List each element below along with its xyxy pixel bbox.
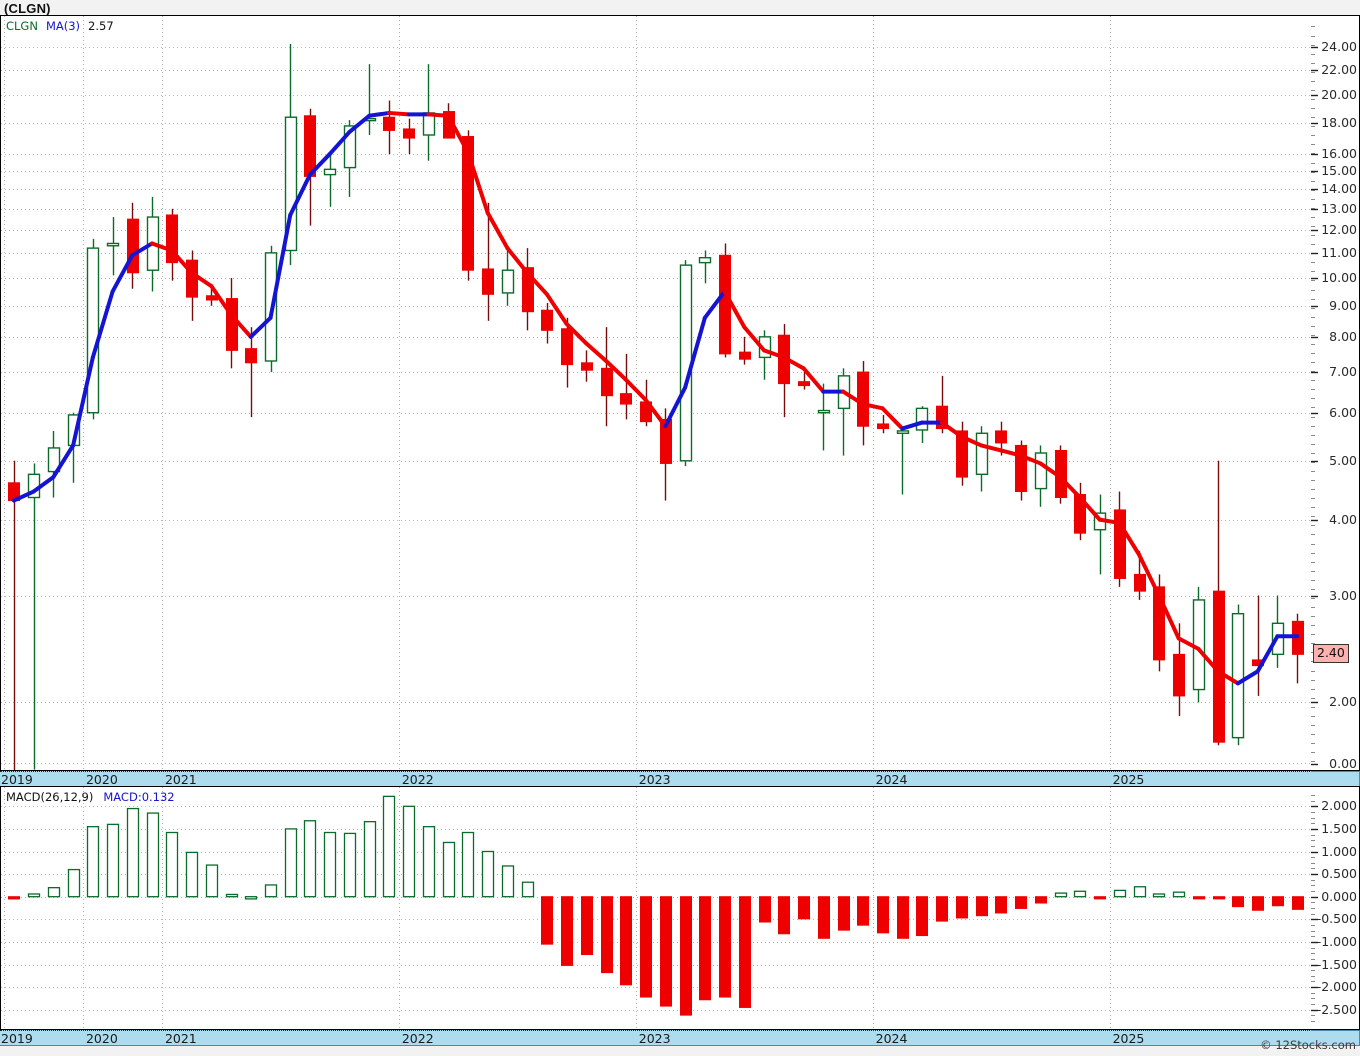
price-y-tick-label: 3.00 <box>1329 587 1357 603</box>
price-y-tick-label: 15.00 <box>1321 162 1357 178</box>
macd-y-axis[interactable]: 2.000 1.500 1.000 0.500 0.000 -0.500 -1.000 -1.… <box>1311 786 1360 1030</box>
macd-y-tick-label: -0.500 <box>1316 911 1357 927</box>
macd-y-tick-label: -2.500 <box>1316 1001 1357 1017</box>
legend-symbol: CLGN <box>6 19 38 33</box>
price-x-tick-label: 2021 <box>164 772 197 787</box>
price-y-tick-label: 4.00 <box>1329 511 1357 527</box>
price-y-tick-label: 6.00 <box>1329 404 1357 420</box>
price-y-tick-label: 8.00 <box>1329 328 1357 344</box>
price-chart-panel[interactable] <box>0 15 1312 771</box>
legend-ma-value: 2.57 <box>88 19 114 33</box>
macd-y-tick-label: -1.000 <box>1316 933 1357 949</box>
price-legend: CLGN MA(3) 2.57 <box>6 19 114 33</box>
price-x-axis-band-cap <box>1311 771 1360 787</box>
macd-x-tick-label: 2021 <box>164 1031 197 1046</box>
price-x-tick-label: 2020 <box>85 772 118 787</box>
price-y-tick-label: 24.00 <box>1321 38 1357 54</box>
macd-x-tick-label: 2020 <box>85 1031 118 1046</box>
price-x-axis-band[interactable]: 2019 2020 2021 2022 2023 2024 2025 <box>0 771 1312 787</box>
price-y-axis-ticks <box>1311 26 1318 766</box>
price-y-tick-label: 10.00 <box>1321 269 1357 285</box>
macd-y-axis-ticks <box>1311 795 1318 1022</box>
macd-y-tick-label: -2.000 <box>1316 978 1357 994</box>
macd-chart-panel[interactable] <box>0 786 1312 1030</box>
page-title: (CLGN) <box>4 1 51 16</box>
last-price-tag: 2.40 <box>1313 644 1349 663</box>
macd-y-tick-label: 0.500 <box>1321 865 1357 881</box>
price-y-tick-label: 13.00 <box>1321 200 1357 216</box>
price-y-tick-label: 0.00 <box>1329 755 1357 771</box>
price-x-tick-label: 2024 <box>875 772 908 787</box>
macd-x-axis-band[interactable]: 2019 2020 2021 2022 2023 2024 2025 <box>0 1030 1312 1046</box>
price-y-tick-label: 16.00 <box>1321 145 1357 161</box>
price-y-tick-label: 14.00 <box>1321 181 1357 197</box>
price-chart-canvas <box>1 16 1311 770</box>
price-x-tick-label: 2023 <box>638 772 671 787</box>
price-y-tick-label: 18.00 <box>1321 114 1357 130</box>
price-x-tick-label: 2022 <box>401 772 434 787</box>
macd-y-tick-label: -1.500 <box>1316 956 1357 972</box>
legend-ma-label: MA(3) <box>45 19 81 33</box>
macd-legend: MACD(26,12,9) MACD:0.132 <box>6 790 175 804</box>
macd-y-tick-label: 1.500 <box>1321 820 1357 836</box>
price-y-tick-label: 12.00 <box>1321 221 1357 237</box>
macd-y-tick-label: 0.000 <box>1321 888 1357 904</box>
macd-legend-value: MACD:0.132 <box>103 790 175 804</box>
macd-legend-label: MACD(26,12,9) <box>6 790 94 804</box>
copyright-notice: © 12Stocks.com <box>1260 1038 1356 1052</box>
macd-x-tick-label: 2019 <box>1 1031 33 1046</box>
macd-y-tick-label: 1.000 <box>1321 843 1357 859</box>
price-y-tick-label: 11.00 <box>1321 244 1357 260</box>
macd-x-tick-label: 2024 <box>875 1031 908 1046</box>
macd-x-tick-label: 2023 <box>638 1031 671 1046</box>
price-y-tick-label: 5.00 <box>1329 452 1357 468</box>
macd-y-tick-label: 2.000 <box>1321 798 1357 814</box>
price-x-tick-label: 2025 <box>1112 772 1145 787</box>
macd-chart-canvas <box>1 787 1311 1029</box>
price-y-tick-label: 7.00 <box>1329 363 1357 379</box>
price-x-tick-label: 2019 <box>1 772 33 787</box>
price-y-tick-label: 22.00 <box>1321 61 1357 77</box>
price-y-tick-label: 2.00 <box>1329 694 1357 710</box>
price-y-tick-label: 9.00 <box>1329 297 1357 313</box>
macd-x-tick-label: 2022 <box>401 1031 434 1046</box>
price-y-tick-label: 20.00 <box>1321 86 1357 102</box>
macd-x-tick-label: 2025 <box>1112 1031 1145 1046</box>
